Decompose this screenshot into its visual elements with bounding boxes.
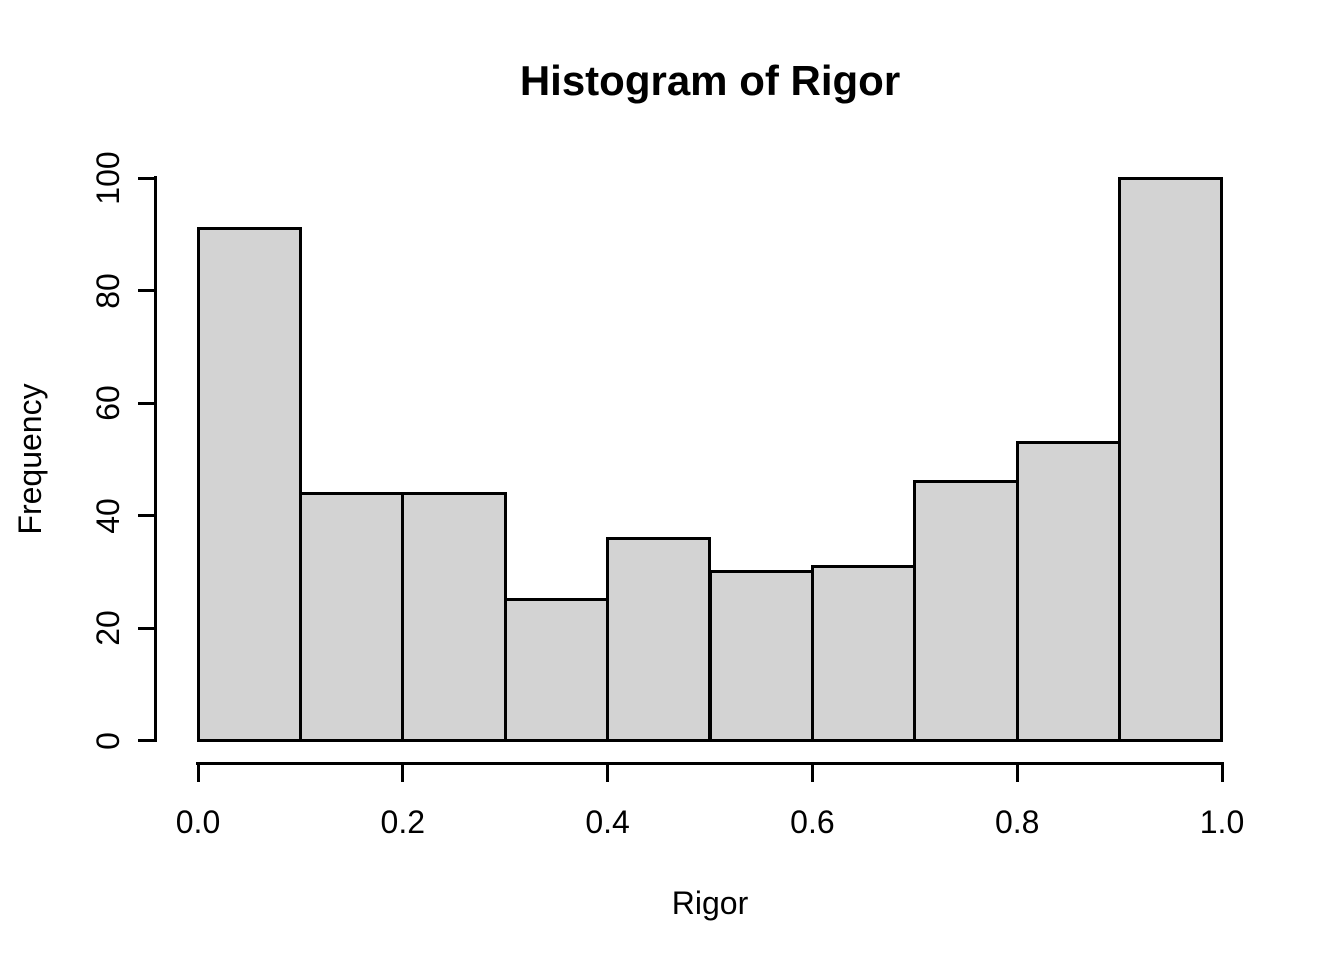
y-tick-mark-2 — [138, 514, 155, 517]
y-axis-title: Frequency — [12, 383, 48, 535]
y-tick-label-3: 60 — [90, 385, 126, 421]
y-tick-label-1: 20 — [90, 610, 126, 646]
x-axis-title: Rigor — [671, 885, 749, 921]
y-tick-mark-3 — [138, 401, 155, 405]
y-tick-label-0: 0 — [90, 731, 126, 750]
x-tick-label-3: 0.6 — [790, 804, 835, 840]
histogram-bar-2 — [401, 491, 507, 742]
x-tick-mark-2 — [606, 763, 610, 782]
histogram-bar-1 — [298, 491, 405, 742]
y-tick-mark-0 — [138, 739, 155, 742]
y-tick-label-2: 40 — [90, 497, 126, 534]
x-tick-label-4: 0.8 — [994, 804, 1040, 840]
y-axis-line — [154, 176, 157, 742]
x-tick-mark-4 — [1015, 763, 1019, 782]
y-tick-mark-5 — [138, 176, 155, 180]
x-tick-label-5: 1.0 — [1199, 804, 1245, 840]
histogram-bar-6 — [810, 564, 917, 742]
x-tick-label-1: 0.2 — [380, 804, 426, 840]
x-tick-label-2: 0.4 — [585, 804, 630, 840]
histogram-bar-8 — [1015, 440, 1122, 742]
histogram-bar-9 — [1118, 176, 1224, 742]
x-tick-mark-1 — [401, 763, 405, 782]
x-tick-mark-3 — [810, 763, 814, 782]
x-tick-label-0: 0.0 — [175, 804, 221, 840]
histogram-bar-0 — [196, 227, 302, 742]
x-tick-mark-5 — [1220, 763, 1224, 782]
x-tick-mark-0 — [196, 763, 200, 782]
x-axis-line — [196, 762, 1224, 765]
y-tick-mark-1 — [138, 626, 155, 630]
y-tick-label-5: 100 — [90, 151, 126, 205]
chart-title: Histogram of Rigor — [519, 57, 901, 104]
y-tick-mark-4 — [138, 289, 155, 292]
y-tick-label-4: 80 — [90, 272, 126, 309]
